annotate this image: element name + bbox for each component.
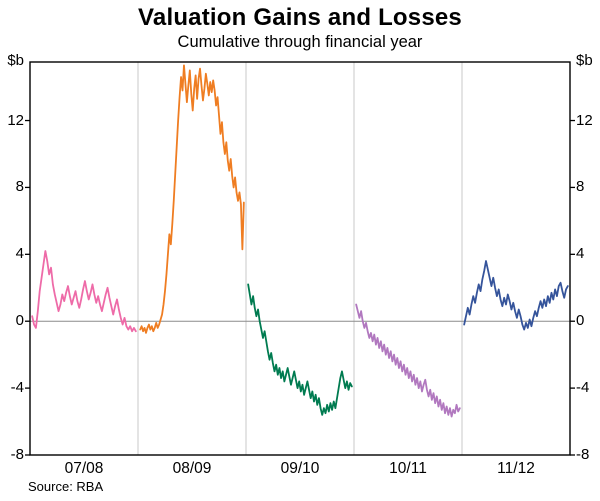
y-tick-label-right: 12: [576, 111, 593, 129]
y-axis-unit-right: $b: [576, 52, 593, 69]
y-tick-label-left: 8: [15, 178, 24, 196]
plot-frame: [29, 61, 571, 456]
y-tick-label-right: 4: [576, 245, 585, 263]
y-tick-label-right: -4: [576, 379, 590, 397]
series-line-10-11: [355, 303, 461, 418]
y-tick-label-left: 0: [15, 312, 24, 330]
y-tick-label-right: 0: [576, 312, 585, 330]
x-tick-label: 11/12: [497, 460, 535, 477]
source-note: Source: RBA: [28, 479, 104, 494]
series-line-09-10: [247, 283, 353, 416]
x-tick-label: 08/09: [172, 460, 212, 477]
y-tick-label-left: 12: [7, 111, 24, 129]
y-tick-label-left: 4: [15, 245, 24, 263]
chart-title: Valuation Gains and Losses: [138, 4, 462, 31]
y-axis-unit-left: $b: [7, 52, 24, 69]
y-tick-label-left: -8: [10, 446, 24, 463]
y-tick-label-left: -4: [10, 379, 24, 397]
y-tick-label-right: -8: [576, 446, 590, 463]
series-line-08-09: [139, 64, 245, 334]
x-tick-label: 07/08: [64, 460, 104, 477]
series-line-07-08: [31, 250, 137, 333]
series-line-11-12: [463, 260, 569, 331]
chart-subtitle: Cumulative through financial year: [177, 33, 423, 51]
x-tick-label: 10/11: [389, 460, 427, 477]
x-tick-label: 09/10: [280, 460, 320, 477]
y-tick-label-right: 8: [576, 178, 585, 196]
